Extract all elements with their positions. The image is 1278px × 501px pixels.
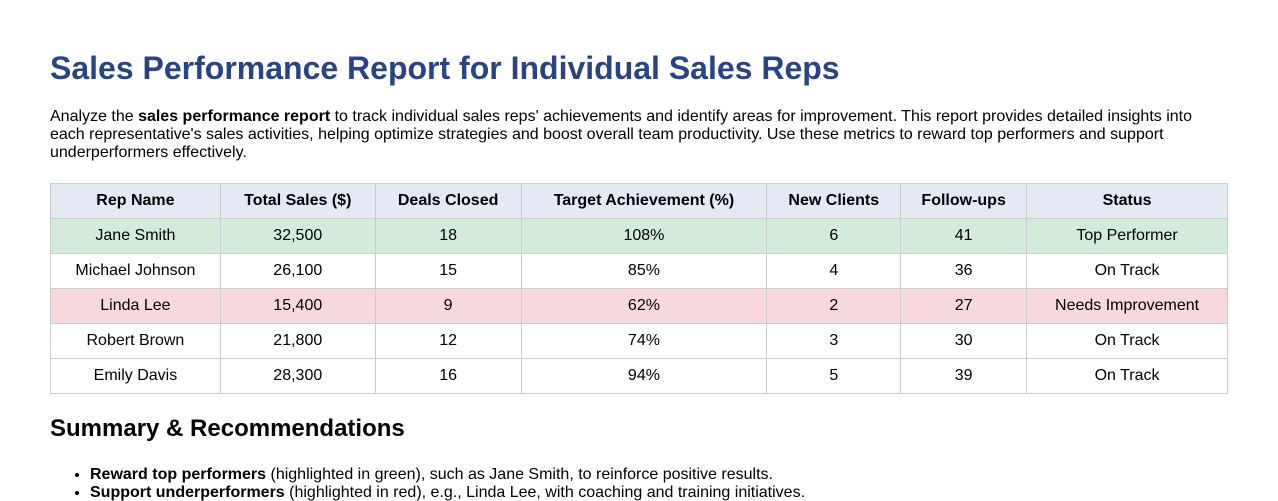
table-cell: 39 — [900, 358, 1028, 394]
summary-item: Reward top performers (highlighted in gr… — [90, 466, 1228, 484]
table-cell: 18 — [374, 218, 522, 254]
column-header: Target Achievement (%) — [520, 183, 768, 219]
table-cell: 85% — [520, 253, 768, 289]
table-cell: 15 — [374, 253, 522, 289]
table-row: Jane Smith 32,500 18 108% 6 41 Top Performer — [50, 218, 1228, 254]
table-cell: 27 — [900, 288, 1028, 324]
column-header: Deals Closed — [374, 183, 522, 219]
intro: Analyze the sales performance report to … — [50, 108, 1228, 162]
title: Sales Performance Report for Individual … — [50, 50, 840, 86]
summary-item-text: (highlighted in green), such as Jane Smi… — [266, 466, 773, 483]
table-cell: 3 — [766, 323, 902, 359]
sales-table: Rep Name Total Sales ($) Deals Closed Targe… — [50, 183, 1228, 394]
intro-bold: sales performance report — [138, 108, 331, 125]
table-body: Jane Smith 32,500 18 108% 6 41 Top Performer Mi… — [50, 218, 1228, 394]
table-cell: 21,800 — [219, 323, 376, 359]
table-cell: Needs Improvement — [1026, 288, 1228, 324]
column-header: Rep Name — [50, 183, 221, 219]
table-cell: Top Performer — [1026, 218, 1228, 254]
table-cell: 74% — [520, 323, 768, 359]
table-cell: 26,100 — [219, 253, 376, 289]
table-cell: 62% — [520, 288, 768, 324]
table-cell: Jane Smith — [50, 218, 221, 254]
table-row: Robert Brown 21,800 12 74% 3 30 On Track — [50, 323, 1228, 359]
column-header: New Clients — [766, 183, 902, 219]
table-cell: 6 — [766, 218, 902, 254]
summary-item: Support underperformers (highlighted in … — [90, 484, 1228, 501]
summary-item-text: (highlighted in red), e.g., Linda Lee, w… — [284, 484, 806, 501]
intro-text: to track individual sales reps' achievem… — [50, 108, 1192, 161]
column-header: Total Sales ($) — [219, 183, 376, 219]
table-cell: 16 — [374, 358, 522, 394]
table-cell: On Track — [1026, 358, 1228, 394]
table-row: Michael Johnson 26,100 15 85% 4 36 On Track — [50, 253, 1228, 289]
table-cell: 30 — [900, 323, 1028, 359]
table-cell: Michael Johnson — [50, 253, 221, 289]
table-row: Emily Davis 28,300 16 94% 5 39 On Track — [50, 358, 1228, 394]
table-cell: Linda Lee — [50, 288, 221, 324]
table-cell: 108% — [520, 218, 768, 254]
column-header: Status — [1026, 183, 1228, 219]
table-row: Linda Lee 15,400 9 62% 2 27 Needs Improvement — [50, 288, 1228, 324]
report: Sales Performance Report for Individual … — [50, 0, 1228, 501]
header-row: Rep Name Total Sales ($) Deals Closed Targe… — [50, 183, 1228, 219]
table-cell: 36 — [900, 253, 1028, 289]
summary-item-bold: Support underperformers — [90, 484, 285, 501]
table-cell: On Track — [1026, 323, 1228, 359]
table-cell: 5 — [766, 358, 902, 394]
summary-list: Reward top performers (highlighted in gr… — [50, 466, 1228, 501]
table-cell: 2 — [766, 288, 902, 324]
table-cell: Emily Davis — [50, 358, 221, 394]
summary-title: Summary & Recommendations — [50, 415, 405, 442]
table-cell: 94% — [520, 358, 768, 394]
table-cell: 28,300 — [219, 358, 376, 394]
table-cell: 41 — [900, 218, 1028, 254]
summary-item-bold: Reward top performers — [90, 466, 267, 483]
intro-text: Analyze the — [50, 108, 139, 125]
table-cell: 12 — [374, 323, 522, 359]
table-cell: On Track — [1026, 253, 1228, 289]
column-header: Follow-ups — [900, 183, 1028, 219]
table-cell: 4 — [766, 253, 902, 289]
table-cell: 15,400 — [219, 288, 376, 324]
table-cell: 32,500 — [219, 218, 376, 254]
table-cell: Robert Brown — [50, 323, 221, 359]
table-cell: 9 — [374, 288, 522, 324]
